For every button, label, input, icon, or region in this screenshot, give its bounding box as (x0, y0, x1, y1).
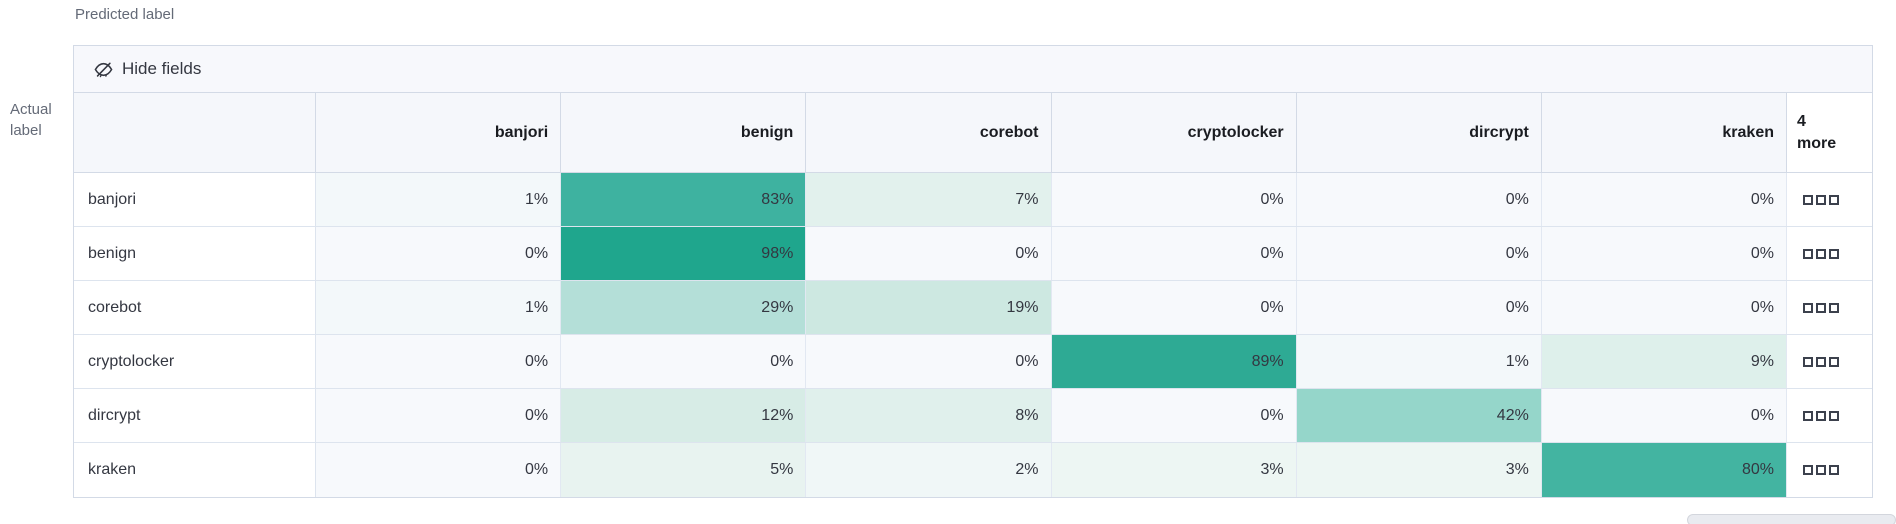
cell-corebot-benign: 29% (561, 281, 807, 334)
row-more-button[interactable] (1799, 191, 1843, 209)
cell-corebot-dircrypt: 0% (1296, 281, 1542, 334)
column-header-cryptolocker[interactable]: cryptolocker (1051, 93, 1297, 172)
row-more-cell-corebot (1787, 281, 1872, 334)
hide-fields-button[interactable]: Hide fields (88, 55, 207, 83)
row-label-kraken: kraken (74, 443, 316, 497)
cell-cryptolocker-kraken: 9% (1541, 335, 1787, 388)
row-more-cell-benign (1787, 227, 1872, 280)
boxes-horizontal-icon (1803, 410, 1839, 421)
cell-kraken-benign: 5% (561, 443, 807, 497)
cell-corebot-banjori: 1% (316, 281, 562, 334)
cell-banjori-dircrypt: 0% (1296, 173, 1542, 226)
cell-benign-cryptolocker: 0% (1051, 227, 1297, 280)
cell-kraken-corebot: 2% (806, 443, 1052, 497)
boxes-horizontal-icon (1803, 465, 1839, 475)
cell-corebot-corebot: 19% (806, 281, 1052, 334)
row-label-banjori: banjori (74, 173, 316, 226)
cell-dircrypt-banjori: 0% (316, 389, 562, 442)
cell-banjori-banjori: 1% (316, 173, 562, 226)
cell-benign-benign: 98% (561, 227, 807, 280)
actual-axis-label: Actual label (10, 99, 52, 141)
column-header-kraken[interactable]: kraken (1541, 93, 1787, 172)
cell-dircrypt-kraken: 0% (1541, 389, 1787, 442)
cell-kraken-cryptolocker: 3% (1051, 443, 1297, 497)
row-label-cryptolocker: cryptolocker (74, 335, 316, 388)
row-more-button[interactable] (1799, 353, 1843, 371)
actual-axis-label-line2: label (10, 122, 42, 139)
cell-benign-kraken: 0% (1541, 227, 1787, 280)
boxes-horizontal-icon (1803, 194, 1839, 205)
cell-banjori-kraken: 0% (1541, 173, 1787, 226)
cell-dircrypt-dircrypt: 42% (1296, 389, 1542, 442)
cell-benign-dircrypt: 0% (1296, 227, 1542, 280)
cell-cryptolocker-cryptolocker: 89% (1051, 335, 1297, 388)
cell-kraken-banjori: 0% (316, 443, 562, 497)
row-label-dircrypt: dircrypt (74, 389, 316, 442)
cell-dircrypt-cryptolocker: 0% (1051, 389, 1297, 442)
hide-fields-label: Hide fields (122, 59, 202, 78)
matrix-row-corebot: corebot 1% 29% 19% 0% 0% 0% (74, 281, 1872, 335)
cell-corebot-kraken: 0% (1541, 281, 1787, 334)
corner-header-cell (74, 93, 316, 172)
cell-cryptolocker-dircrypt: 1% (1296, 335, 1542, 388)
column-header-benign[interactable]: benign (561, 93, 807, 172)
horizontal-scrollbar-thumb[interactable] (1687, 514, 1896, 524)
row-more-button[interactable] (1799, 245, 1843, 263)
predicted-axis-label: Predicted label (75, 6, 175, 23)
cell-dircrypt-benign: 12% (561, 389, 807, 442)
matrix-row-dircrypt: dircrypt 0% 12% 8% 0% 42% 0% (74, 389, 1872, 443)
cell-banjori-cryptolocker: 0% (1051, 173, 1297, 226)
matrix-body: banjori 1% 83% 7% 0% 0% 0% benign 0% 98% 0% 0% 0% 0% c… (74, 173, 1872, 497)
more-columns-label: 4 more (1797, 112, 1837, 152)
cell-dircrypt-corebot: 8% (806, 389, 1052, 442)
eye-closed-icon (94, 62, 113, 77)
row-label-benign: benign (74, 227, 316, 280)
grid-toolbar: Hide fields (74, 46, 1872, 93)
row-more-cell-dircrypt (1787, 389, 1872, 442)
column-header-more[interactable]: 4 more (1787, 93, 1872, 172)
row-label-corebot: corebot (74, 281, 316, 334)
matrix-row-benign: benign 0% 98% 0% 0% 0% 0% (74, 227, 1872, 281)
cell-kraken-kraken: 80% (1541, 443, 1787, 497)
column-header-banjori[interactable]: banjori (316, 93, 562, 172)
row-more-cell-kraken (1787, 443, 1872, 497)
row-more-button[interactable] (1799, 461, 1843, 479)
boxes-horizontal-icon (1803, 302, 1839, 313)
confusion-matrix-grid: Hide fields banjori benign corebot cryptolo… (73, 45, 1873, 498)
cell-corebot-cryptolocker: 0% (1051, 281, 1297, 334)
cell-cryptolocker-benign: 0% (561, 335, 807, 388)
boxes-horizontal-icon (1803, 356, 1839, 367)
row-more-cell-banjori (1787, 173, 1872, 226)
row-more-button[interactable] (1799, 299, 1843, 317)
row-more-button[interactable] (1799, 407, 1843, 425)
actual-axis-label-line1: Actual (10, 101, 52, 118)
cell-banjori-corebot: 7% (806, 173, 1052, 226)
cell-cryptolocker-banjori: 0% (316, 335, 562, 388)
column-header-row: banjori benign corebot cryptolocker dircrypt… (74, 93, 1872, 173)
matrix-row-banjori: banjori 1% 83% 7% 0% 0% 0% (74, 173, 1872, 227)
matrix-row-kraken: kraken 0% 5% 2% 3% 3% 80% (74, 443, 1872, 497)
boxes-horizontal-icon (1803, 248, 1839, 259)
cell-kraken-dircrypt: 3% (1296, 443, 1542, 497)
cell-benign-corebot: 0% (806, 227, 1052, 280)
row-more-cell-cryptolocker (1787, 335, 1872, 388)
cell-cryptolocker-corebot: 0% (806, 335, 1052, 388)
matrix-row-cryptolocker: cryptolocker 0% 0% 0% 89% 1% 9% (74, 335, 1872, 389)
column-header-corebot[interactable]: corebot (806, 93, 1052, 172)
cell-benign-banjori: 0% (316, 227, 562, 280)
column-header-dircrypt[interactable]: dircrypt (1296, 93, 1542, 172)
cell-banjori-benign: 83% (561, 173, 807, 226)
